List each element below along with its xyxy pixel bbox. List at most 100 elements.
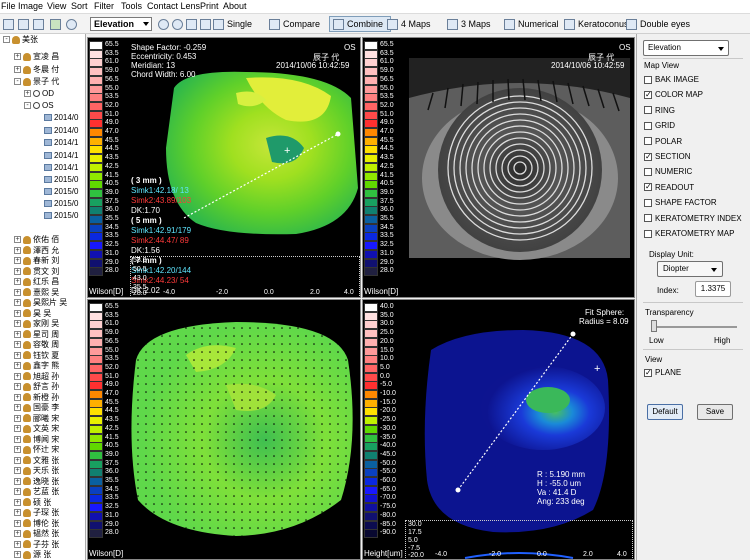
tree-exam[interactable]: 2014/1 [44,162,78,173]
tree-exam[interactable]: 2015/0 [44,210,78,221]
height-map-bottom-right[interactable]: 40.0 35.0 30.0 25.0 20.0 15.0 10.0 5.0 0.0 -5.0 -1… [362,299,635,560]
tree-patient[interactable]: + 贯文 刘 [14,266,60,276]
tree-patient[interactable]: + 春新 刘 [14,256,60,265]
option-checkbox[interactable]: ✓ READOUT [644,182,695,192]
scale-value: 37.5 [105,197,119,205]
option-checkbox[interactable]: ✓ COLOR MAP [644,89,704,100]
tree-patient[interactable]: + 星司 周 [14,329,60,339]
save-icon[interactable] [18,16,29,32]
tree-exam[interactable]: 2015/0 [44,186,78,197]
tree-patient[interactable]: + 容敬 周 [14,340,60,349]
tree-patient[interactable]: + 怀辻 宋 [14,445,60,454]
scale-swatch [89,267,103,277]
open-icon[interactable] [3,16,14,32]
tree-patient[interactable]: + 子芬 张 [14,539,60,549]
tree-patient[interactable]: + 依佑 佰 [14,235,60,244]
tree-patient[interactable]: + 天乐 张 [14,466,60,475]
tree-patient[interactable]: + 旭超 孙 [14,371,60,381]
double-eyes-button[interactable]: Double eyes [623,16,693,32]
option-checkbox[interactable]: BAK IMAGE [644,75,699,84]
patient-tree[interactable]: - 美张 + 宣凌 昌 + 冬晨 付 - 景子 代 + OD - OS 2014/0 201… [0,34,86,560]
gear-icon[interactable] [66,16,77,32]
tree-patient[interactable]: + 文英 宋 [14,424,60,433]
four-maps-button[interactable]: 4 Maps [384,16,434,32]
tree-exam[interactable]: 2014/1 [44,150,78,161]
reset-icon[interactable] [200,16,211,32]
tree-patient[interactable]: + 博伦 张 [14,518,60,528]
tree-exam[interactable]: 2014/1 [44,137,78,148]
tree-patient[interactable]: + 冬晨 付 [14,65,60,74]
scale-entry: 63.5 [88,49,125,60]
option-checkbox[interactable]: SHAPE FACTOR [644,198,717,207]
axial-map-bottom-left[interactable]: 65.5 63.5 61.0 59.0 56.5 55.0 53.5 52.0 51.0 49.0… [87,299,361,560]
tree-patient[interactable]: + 憙熙 吴 [14,287,60,297]
tree-patient[interactable]: + 宣凌 昌 [14,52,60,61]
plane-checkbox[interactable]: ✓ PLANE [644,367,682,377]
image-icon[interactable] [50,16,61,32]
tree-patient[interactable]: + 澤西 允 [14,245,60,255]
option-checkbox[interactable]: RING [644,106,675,115]
tree-patient[interactable]: + 家刚 吴 [14,319,60,328]
tree-patient[interactable]: + 新橙 孙 [14,392,60,402]
option-checkbox[interactable]: GRID [644,121,675,130]
tree-patient[interactable]: + 国豪 李 [14,403,60,412]
menu-tools[interactable]: Tools [121,1,143,11]
elevation-map-top-left[interactable]: 65.5 63.5 61.0 59.0 56.5 55.0 53.5 52.0 51.0 49.0… [87,37,361,298]
menu-contact-lens[interactable]: Contact Lens [147,1,201,11]
tree-patient[interactable]: + 昊 吴 [14,308,52,318]
transparency-slider[interactable] [651,320,657,332]
tree-exam[interactable]: 2015/0 [44,198,78,209]
menu-about[interactable]: About [223,1,247,11]
tree-patient-selected[interactable]: - 景子 代 [14,76,59,87]
compare-button[interactable]: Compare [266,16,323,32]
tree-od[interactable]: + OD [24,89,54,98]
menu-sort[interactable]: Sort [71,1,88,11]
tree-root[interactable]: - 美张 [3,34,38,45]
tree-patient[interactable]: + 舒言 孙 [14,382,60,391]
single-button[interactable]: Single [210,16,255,32]
print-icon[interactable] [33,16,44,32]
panel-map-select[interactable]: Elevation [643,40,729,56]
tree-exam[interactable]: 2014/0 [44,125,78,136]
display-unit-select[interactable]: Diopter [657,261,723,277]
zoom-in-icon[interactable] [158,16,169,32]
option-checkbox[interactable]: NUMERIC [644,167,692,176]
default-button[interactable]: Default [647,404,683,420]
tree-os[interactable]: - OS [24,100,54,111]
keratoconus-button[interactable]: Keratoconus [561,16,632,32]
tree-patient[interactable]: + 文雅 张 [14,455,60,465]
tree-patient[interactable]: + 钰钦 夏 [14,350,60,360]
index-field[interactable]: 1.3375 [695,281,731,297]
tree-patient[interactable]: + 子琛 张 [14,508,60,517]
refresh-icon[interactable] [186,16,197,32]
scale-swatch [364,128,378,137]
tree-patient[interactable]: + 源 张 [14,550,52,559]
tree-patient[interactable]: + 逸晓 张 [14,476,60,486]
tree-patient[interactable]: + 韫然 张 [14,529,60,538]
tree-patient[interactable]: + 郦曦 宋 [14,413,60,423]
option-checkbox[interactable]: KERATOMETRY MAP [644,229,734,238]
menu-print[interactable]: Print [200,1,219,11]
save-button[interactable]: Save [697,404,733,420]
tree-patient[interactable]: + 鑫字 熊 [14,361,60,370]
eye-image-panel[interactable]: 65.5 63.5 61.0 59.0 56.5 55.0 53.5 52.0 51.0 49.0… [362,37,635,298]
numerical-button[interactable]: Numerical [501,16,562,32]
three-maps-button[interactable]: 3 Maps [444,16,494,32]
combine-button[interactable]: Combine [329,16,391,32]
tree-exam[interactable]: 2014/0 [44,112,78,123]
menu-view[interactable]: View [47,1,67,11]
menu-image[interactable]: Image [18,1,44,11]
tree-patient[interactable]: + 艺蓝 张 [14,487,60,496]
menu-filter[interactable]: Filter [94,1,114,11]
menu-file[interactable]: File [1,1,16,11]
tree-patient[interactable]: + 昊熙片 吴 [14,298,68,307]
option-checkbox[interactable]: KERATOMETRY INDEX [644,214,742,223]
tree-patient[interactable]: + 红乐 昌 [14,277,60,286]
option-checkbox[interactable]: ✓ SECTION [644,151,691,161]
map-type-select[interactable]: Elevation [90,17,152,31]
tree-patient[interactable]: + 博闻 宋 [14,434,60,444]
tree-exam[interactable]: 2015/0 [44,174,78,185]
tree-patient[interactable]: + 硕 张 [14,497,52,507]
zoom-out-icon[interactable] [172,16,183,32]
option-checkbox[interactable]: POLAR [644,137,682,146]
